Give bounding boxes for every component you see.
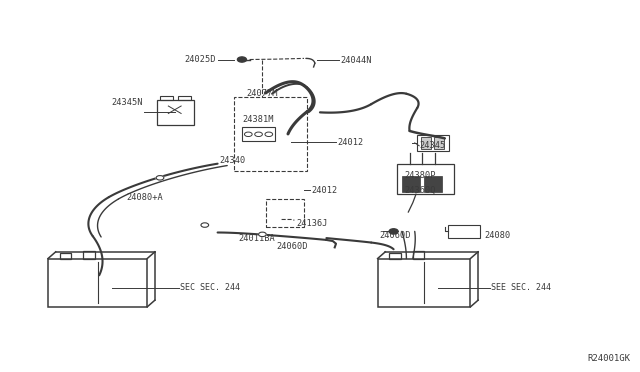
Bar bbox=[397, 164, 454, 194]
Text: SEC SEC. 244: SEC SEC. 244 bbox=[180, 283, 241, 292]
Bar bbox=[48, 259, 147, 307]
Bar bbox=[83, 251, 95, 259]
Bar bbox=[413, 251, 424, 259]
Bar bbox=[157, 100, 194, 125]
Bar bbox=[60, 253, 71, 259]
Circle shape bbox=[237, 57, 246, 62]
Circle shape bbox=[389, 229, 398, 234]
Text: 24080+A: 24080+A bbox=[126, 193, 163, 202]
Bar bbox=[234, 97, 307, 171]
Text: 24011BA: 24011BA bbox=[238, 234, 275, 243]
Bar bbox=[266, 199, 304, 227]
Bar bbox=[242, 127, 275, 141]
Bar bbox=[424, 176, 442, 192]
Text: 24060D: 24060D bbox=[379, 231, 410, 240]
Bar bbox=[434, 137, 444, 149]
Text: 24345N: 24345N bbox=[111, 98, 143, 107]
Text: 24080: 24080 bbox=[484, 231, 511, 240]
Text: 24381M: 24381M bbox=[242, 115, 273, 124]
Text: 24077M: 24077M bbox=[246, 89, 278, 98]
Text: 24044N: 24044N bbox=[340, 56, 372, 65]
Bar bbox=[389, 253, 401, 259]
Text: 24012: 24012 bbox=[337, 138, 364, 147]
Bar bbox=[448, 225, 480, 238]
Text: R24001GK: R24001GK bbox=[588, 354, 630, 363]
Bar bbox=[160, 96, 173, 100]
Bar bbox=[378, 259, 470, 307]
Text: 24360Q: 24360Q bbox=[404, 186, 436, 195]
Circle shape bbox=[201, 223, 209, 227]
Circle shape bbox=[259, 232, 266, 237]
Circle shape bbox=[156, 176, 164, 180]
Text: 24012: 24012 bbox=[312, 186, 338, 195]
Text: 24345: 24345 bbox=[420, 141, 446, 150]
Text: 24025D: 24025D bbox=[185, 55, 216, 64]
Bar bbox=[417, 135, 449, 151]
Bar bbox=[421, 137, 431, 149]
Text: 24136J: 24136J bbox=[296, 219, 328, 228]
Text: 24060D: 24060D bbox=[276, 242, 308, 251]
Text: SEE SEC. 244: SEE SEC. 244 bbox=[491, 283, 551, 292]
Text: 24380P: 24380P bbox=[404, 171, 436, 180]
Bar bbox=[402, 176, 420, 192]
Bar bbox=[178, 96, 191, 100]
Text: 24340: 24340 bbox=[219, 156, 245, 165]
